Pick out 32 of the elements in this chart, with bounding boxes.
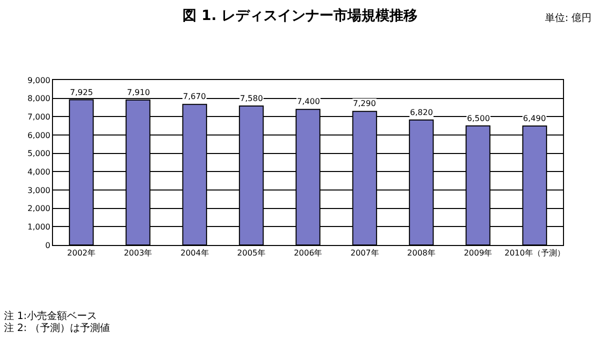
data-label: 7,925 xyxy=(70,88,93,97)
y-tick-label: 2,000 xyxy=(27,204,50,214)
x-tick-label: 2009年 xyxy=(464,248,492,258)
x-tick-label: 2008年 xyxy=(407,248,436,258)
y-tick-label: 7,000 xyxy=(27,112,50,122)
data-label: 7,670 xyxy=(183,92,206,101)
chart-title: 図 1. レディスインナー市場規模推移 xyxy=(182,6,418,24)
x-tick-label: 2002年 xyxy=(67,248,96,258)
y-tick-label: 1,000 xyxy=(27,222,50,232)
data-label: 7,910 xyxy=(127,88,150,97)
x-tick-label: 2004年 xyxy=(180,248,209,258)
x-tick-label: 2007年 xyxy=(350,248,379,258)
data-label: 6,500 xyxy=(467,114,490,123)
x-tick-label: 2006年 xyxy=(294,248,322,258)
x-tick-label: 2010年（予測） xyxy=(504,248,565,258)
data-label: 6,490 xyxy=(523,114,546,123)
y-tick-label: 5,000 xyxy=(27,149,50,158)
data-label: 7,400 xyxy=(297,97,320,106)
text: 注 2: （予測）は予測値 xyxy=(4,322,110,334)
y-tick-label: 4,000 xyxy=(27,167,50,176)
y-tick-label: 0 xyxy=(45,240,50,250)
y-tick-label: 8,000 xyxy=(27,94,50,104)
y-tick-label: 9,000 xyxy=(27,76,50,85)
text: 注 1:小売金額ベース xyxy=(4,310,97,322)
text: 単位: 億円 xyxy=(545,12,592,24)
data-label: 7,290 xyxy=(353,99,376,108)
y-tick-label: 6,000 xyxy=(27,130,50,140)
data-label: 7,580 xyxy=(240,94,263,103)
x-tick-label: 2003年 xyxy=(124,248,152,258)
x-tick-label: 2005年 xyxy=(237,248,266,258)
data-label: 6,820 xyxy=(410,108,433,117)
y-tick-label: 3,000 xyxy=(27,186,50,195)
